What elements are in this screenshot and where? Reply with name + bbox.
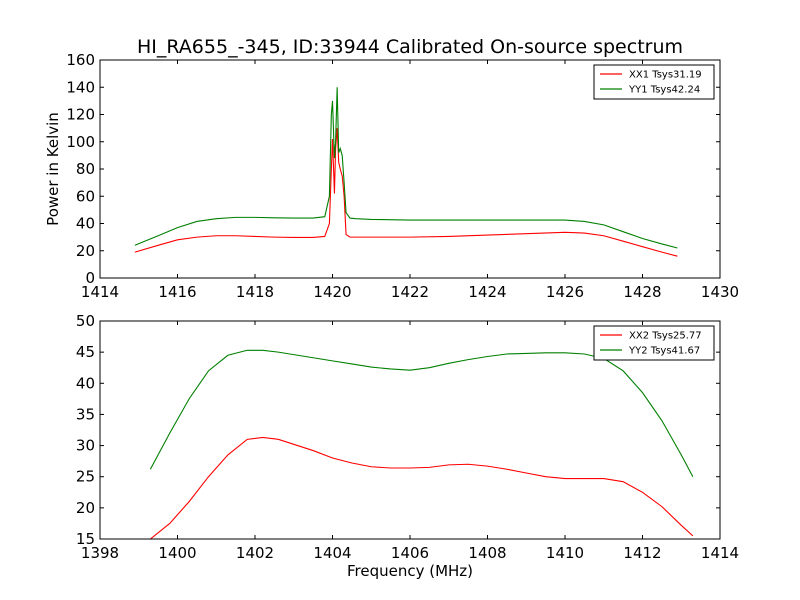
- x-tick-label: 1406: [391, 544, 429, 562]
- y-tick-label: 15: [76, 530, 95, 548]
- y-tick-label: 60: [76, 187, 95, 205]
- x-tick-label: 1414: [81, 283, 119, 301]
- legend-box: [593, 325, 715, 361]
- legend-entry: XX2 Tsys25.77: [629, 331, 702, 342]
- y-tick-label: 20: [76, 499, 95, 517]
- y-tick-label: 40: [76, 215, 95, 233]
- y-tick-label: 35: [76, 405, 95, 423]
- x-tick-label: 1410: [546, 544, 584, 562]
- x-tick-label: 1418: [236, 283, 274, 301]
- top-panel: 1414 1416 1418 1420 1422 1424 1426 1428 1430 0 20 4…: [44, 36, 739, 301]
- y-tick-label: 80: [76, 160, 95, 178]
- x-tick-label: 1412: [623, 544, 661, 562]
- legend-entry: XX1 Tsys31.19: [629, 70, 702, 81]
- x-tick-label: 1428: [623, 283, 661, 301]
- x-tick-label: 1416: [158, 283, 196, 301]
- legend: XX1 Tsys31.19 YY1 Tsys42.24: [593, 64, 715, 100]
- x-tick-label: 1420: [313, 283, 351, 301]
- x-tick-label: 1404: [313, 544, 351, 562]
- chart-title: HI_RA655_-345, ID:33944 Calibrated On-so…: [137, 36, 683, 58]
- legend-box: [593, 64, 715, 100]
- y-tick-label: 45: [76, 343, 95, 361]
- x-tick-label: 1398: [81, 544, 119, 562]
- legend-entry: YY1 Tsys42.24: [628, 85, 700, 96]
- y-tick-label: 120: [66, 106, 95, 124]
- x-tick-label: 1402: [236, 544, 274, 562]
- y-tick-label: 140: [66, 78, 95, 96]
- y-axis-label: Power in Kelvin: [44, 112, 62, 226]
- x-tick-label: 1430: [701, 283, 739, 301]
- x-tick-label: 1400: [158, 544, 196, 562]
- series-line-xx1-tsys31-19: [134, 128, 678, 257]
- y-tick-label: 40: [76, 374, 95, 392]
- y-tick-label: 100: [66, 133, 95, 151]
- y-tick-label: 160: [66, 51, 95, 69]
- y-tick-label: 30: [76, 437, 95, 455]
- x-tick-label: 1426: [546, 283, 584, 301]
- x-tick-label: 1414: [701, 544, 739, 562]
- legend: XX2 Tsys25.77 YY2 Tsys41.67: [593, 325, 715, 361]
- bottom-panel: 1398 1400 1402 1404 1406 1408 1410 1412 1414 15 20…: [76, 312, 739, 580]
- y-tick-label: 20: [76, 242, 95, 260]
- x-tick-label: 1422: [391, 283, 429, 301]
- x-axis-label: Frequency (MHz): [347, 562, 473, 580]
- y-tick-label: 50: [76, 312, 95, 330]
- x-tick-label: 1408: [468, 544, 506, 562]
- legend-entry: YY2 Tsys41.67: [628, 346, 700, 357]
- y-tick-label: 25: [76, 468, 95, 486]
- x-tick-label: 1424: [468, 283, 506, 301]
- series-line-yy1-tsys42-24: [134, 87, 678, 249]
- series-line-xx2-tsys25-77: [150, 436, 694, 539]
- y-tick-label: 0: [85, 269, 95, 287]
